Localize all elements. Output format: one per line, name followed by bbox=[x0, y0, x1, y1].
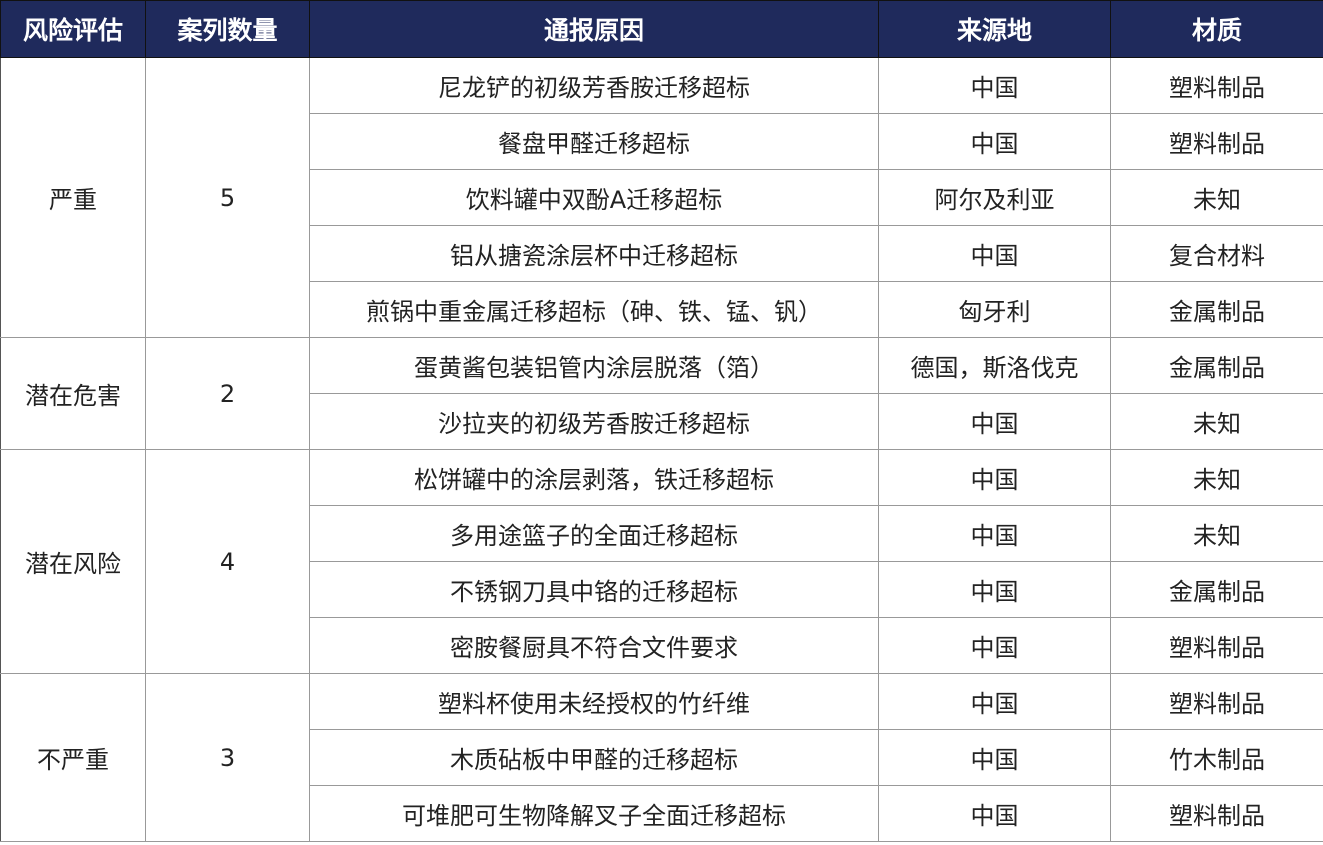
reason-cell: 多用途篮子的全面迁移超标 bbox=[309, 505, 879, 562]
material-cell: 金属制品 bbox=[1110, 337, 1323, 394]
risk-level-cell: 潜在风险 bbox=[0, 449, 146, 674]
table-row: 木质砧板中甲醛的迁移超标 中国 竹木制品 bbox=[1, 729, 1323, 786]
reason-cell: 铝从搪瓷涂层杯中迁移超标 bbox=[309, 225, 879, 282]
material-cell: 未知 bbox=[1110, 169, 1323, 226]
material-cell: 塑料制品 bbox=[1110, 673, 1323, 730]
reason-cell: 不锈钢刀具中铬的迁移超标 bbox=[309, 561, 879, 618]
table-row: 严重 5 尼龙铲的初级芳香胺迁移超标 中国 塑料制品 bbox=[0, 57, 1323, 338]
reason-cell: 餐盘甲醛迁移超标 bbox=[309, 113, 879, 170]
header-row: 风险评估 案列数量 通报原因 来源地 材质 bbox=[0, 0, 1323, 58]
reason-cell: 密胺餐厨具不符合文件要求 bbox=[309, 617, 879, 674]
header-count: 案列数量 bbox=[145, 0, 310, 58]
material-cell: 未知 bbox=[1110, 505, 1323, 562]
material-cell: 塑料制品 bbox=[1110, 57, 1323, 114]
origin-cell: 匈牙利 bbox=[878, 281, 1111, 338]
material-cell: 竹木制品 bbox=[1110, 729, 1323, 786]
origin-cell: 中国 bbox=[878, 57, 1111, 114]
reason-cell: 尼龙铲的初级芳香胺迁移超标 bbox=[309, 57, 879, 114]
material-cell: 未知 bbox=[1110, 449, 1323, 506]
table-row: 潜在风险 4 松饼罐中的涂层剥落，铁迁移超标 中国 未知 bbox=[0, 449, 1323, 674]
table-row: 沙拉夹的初级芳香胺迁移超标 中国 未知 bbox=[1, 393, 1323, 450]
reason-cell: 沙拉夹的初级芳香胺迁移超标 bbox=[309, 393, 879, 450]
origin-cell: 中国 bbox=[878, 561, 1111, 618]
table-row: 煎锅中重金属迁移超标（砷、铁、锰、钒） 匈牙利 金属制品 bbox=[1, 281, 1323, 338]
reason-cell: 木质砧板中甲醛的迁移超标 bbox=[309, 729, 879, 786]
material-cell: 未知 bbox=[1110, 393, 1323, 450]
material-cell: 金属制品 bbox=[1110, 561, 1323, 618]
case-count-cell: 2 bbox=[145, 337, 310, 450]
risk-level-cell: 潜在危害 bbox=[0, 337, 146, 450]
origin-cell: 中国 bbox=[878, 729, 1111, 786]
origin-cell: 德国，斯洛伐克 bbox=[878, 337, 1111, 394]
risk-level-cell: 不严重 bbox=[0, 673, 146, 842]
case-count-cell: 4 bbox=[145, 449, 310, 674]
case-count-cell: 3 bbox=[145, 673, 310, 842]
origin-cell: 中国 bbox=[878, 505, 1111, 562]
origin-cell: 中国 bbox=[878, 393, 1111, 450]
table-row: 密胺餐厨具不符合文件要求 中国 塑料制品 bbox=[1, 617, 1323, 674]
origin-cell: 阿尔及利亚 bbox=[878, 169, 1111, 226]
reason-cell: 煎锅中重金属迁移超标（砷、铁、锰、钒） bbox=[309, 281, 879, 338]
reason-cell: 饮料罐中双酚A迁移超标 bbox=[309, 169, 879, 226]
table-row: 不锈钢刀具中铬的迁移超标 中国 金属制品 bbox=[1, 561, 1323, 618]
table-row: 不严重 3 塑料杯使用未经授权的竹纤维 中国 塑料制品 bbox=[0, 673, 1323, 842]
case-count-cell: 5 bbox=[145, 57, 310, 338]
origin-cell: 中国 bbox=[878, 617, 1111, 674]
risk-level-cell: 严重 bbox=[0, 57, 146, 338]
table-row: 潜在危害 2 蛋黄酱包装铝管内涂层脱落（箔） 德国，斯洛伐克 金属制品 bbox=[0, 337, 1323, 450]
reason-cell: 塑料杯使用未经授权的竹纤维 bbox=[309, 673, 879, 730]
origin-cell: 中国 bbox=[878, 785, 1111, 842]
origin-cell: 中国 bbox=[878, 113, 1111, 170]
material-cell: 塑料制品 bbox=[1110, 785, 1323, 842]
header-reason: 通报原因 bbox=[309, 0, 879, 58]
material-cell: 复合材料 bbox=[1110, 225, 1323, 282]
table-row: 可堆肥可生物降解叉子全面迁移超标 中国 塑料制品 bbox=[1, 785, 1323, 842]
material-cell: 塑料制品 bbox=[1110, 113, 1323, 170]
origin-cell: 中国 bbox=[878, 225, 1111, 282]
table-row: 餐盘甲醛迁移超标 中国 塑料制品 bbox=[1, 113, 1323, 170]
table-row: 多用途篮子的全面迁移超标 中国 未知 bbox=[1, 505, 1323, 562]
header-origin: 来源地 bbox=[878, 0, 1111, 58]
reason-cell: 可堆肥可生物降解叉子全面迁移超标 bbox=[309, 785, 879, 842]
header-risk: 风险评估 bbox=[0, 0, 146, 58]
reason-cell: 蛋黄酱包装铝管内涂层脱落（箔） bbox=[309, 337, 879, 394]
reason-cell: 松饼罐中的涂层剥落，铁迁移超标 bbox=[309, 449, 879, 506]
origin-cell: 中国 bbox=[878, 673, 1111, 730]
table-body: 严重 5 尼龙铲的初级芳香胺迁移超标 中国 塑料制品 餐盘甲醛迁移超标 中国 塑料制品 饮料罐中… bbox=[0, 57, 1323, 842]
material-cell: 塑料制品 bbox=[1110, 617, 1323, 674]
origin-cell: 中国 bbox=[878, 449, 1111, 506]
material-cell: 金属制品 bbox=[1110, 281, 1323, 338]
header-material: 材质 bbox=[1110, 0, 1323, 58]
